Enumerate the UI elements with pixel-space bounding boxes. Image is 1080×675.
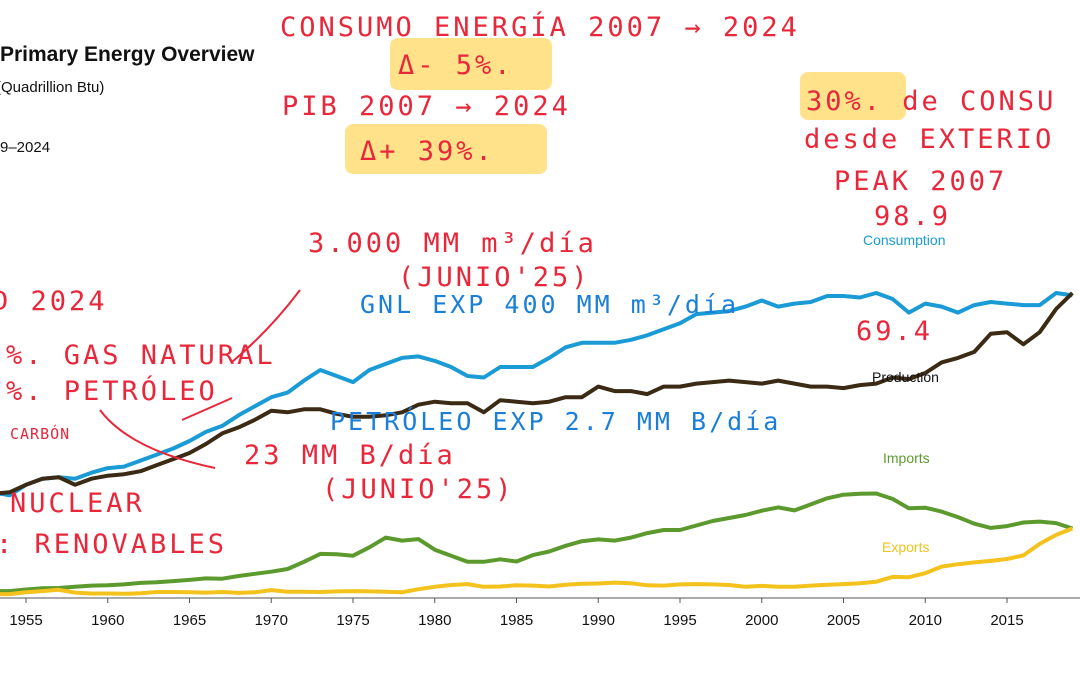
annotation-gas-prod-2: (JUNIO'25) — [398, 262, 591, 293]
x-tick-label: 1965 — [173, 612, 206, 629]
annotation-nuclear: NUCLEAR — [10, 488, 145, 519]
x-tick-label: 1995 — [663, 612, 696, 629]
series-line-exports — [0, 526, 1074, 597]
annotation-gas-prod-1: 3.000 MM m³/día — [308, 228, 597, 259]
series-label-production: Production — [872, 369, 939, 385]
annotation-gas-natural: %. GAS NATURAL — [6, 340, 276, 371]
x-tick-label: 1980 — [418, 612, 451, 629]
x-tick-label: 2010 — [909, 612, 942, 629]
series-label-consumption: Consumption — [863, 232, 946, 248]
series-line-imports — [0, 491, 1074, 594]
annotation-oil-prod-1: 23 MM B/día — [244, 440, 456, 471]
annotation-prod-value: 69.4 — [856, 316, 933, 347]
x-tick-label: 1960 — [91, 612, 124, 629]
x-tick-label: 1985 — [500, 612, 533, 629]
chart-range: 9–2024 — [0, 139, 50, 156]
annotation-delta-consumo: Δ- 5%. — [398, 50, 514, 81]
series-line-production — [0, 291, 1074, 496]
annotation-oil-prod-2: (JUNIO'25) — [322, 474, 515, 505]
annotation-peak: PEAK 2007 — [834, 166, 1007, 197]
annotation-renovables: : RENOVABLES — [0, 529, 227, 560]
x-tick-label: 2000 — [745, 612, 778, 629]
annotation-consumo: CONSUMO ENERGÍA 2007 → 2024 — [280, 11, 800, 43]
annotation-pointer-stroke — [99, 409, 216, 469]
annotation-pib: PIB 2007 → 2024 — [282, 91, 571, 122]
x-tick-label: 1990 — [582, 612, 615, 629]
highlight-import-share — [800, 72, 906, 120]
series-label-exports: Exports — [882, 539, 929, 555]
chart-title: Primary Energy Overview — [0, 43, 255, 66]
highlight-delta-pib — [345, 124, 547, 174]
annotation-import-share-1: 30%. de CONSU — [806, 86, 1056, 117]
chart-subtitle: (Quadrillion Btu) — [0, 79, 104, 96]
annotation-petroleo: %. PETRÓLEO — [6, 375, 218, 407]
series-label-imports: Imports — [883, 450, 930, 466]
annotation-gnl: GNL EXP 400 MM m³/día — [360, 290, 739, 319]
annotation-pointer-stroke — [231, 289, 301, 363]
x-tick-label: 1970 — [255, 612, 288, 629]
annotation-delta-pib: Δ+ 39%. — [360, 136, 495, 167]
annotation-pointer-stroke — [181, 397, 233, 421]
annotation-peak-value: 98.9 — [874, 201, 951, 232]
annotation-year-2024: D 2024 — [0, 286, 108, 317]
x-tick-label: 2005 — [827, 612, 860, 629]
series-line-consumption — [0, 291, 1073, 498]
x-tick-label: 1975 — [336, 612, 369, 629]
annotation-import-share-2: desde EXTERIO — [804, 124, 1054, 155]
annotation-carbon: CARBÓN — [10, 424, 70, 443]
series-layer — [0, 291, 1074, 597]
x-tick-label: 1955 — [9, 612, 42, 629]
annotation-petroleo-exp: PETRÓLEO EXP 2.7 MM B/día — [330, 406, 781, 436]
x-axis: 1955 1960 1965 1970 1975 1980 1985 1990 1995 2000… — [0, 597, 1080, 629]
x-tick-label: 2015 — [990, 612, 1023, 629]
highlight-delta-consumo — [390, 38, 552, 90]
